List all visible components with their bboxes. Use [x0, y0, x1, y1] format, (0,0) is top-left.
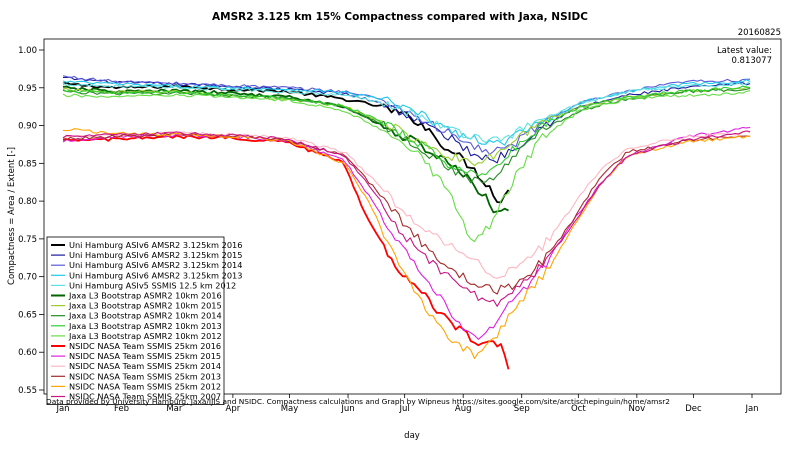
legend-item: NSIDC NASA Team SSMIS 25km 2015 [69, 351, 221, 361]
month-label: Nov [629, 404, 646, 414]
series-line [62, 87, 751, 184]
month-label: Feb [114, 404, 129, 414]
month-label: Jun [340, 404, 354, 414]
latest-value: 0.813077 [731, 56, 772, 66]
y-tick-label: 0.60 [18, 348, 37, 358]
legend-item: NSIDC NASA Team SSMIS 25km 2007 [69, 392, 221, 402]
series-line [62, 81, 510, 204]
legend-item: Uni Hamburg ASIv5 SSMIS 12.5 km 2012 [69, 280, 236, 290]
legend-item: NSIDC NASA Team SSMIS 25km 2013 [69, 371, 221, 381]
legend-item: Jaxa L3 Bootstrap ASMR2 10km 2012 [68, 331, 222, 341]
series-line [62, 130, 751, 307]
legend-item: Uni Hamburg ASIv6 AMSR2 3.125km 2013 [69, 270, 242, 280]
y-tick-label: 1.00 [18, 46, 37, 56]
series-line [62, 76, 751, 164]
latest-value-label: Latest value: [717, 46, 772, 56]
month-label: Dec [685, 404, 702, 414]
x-axis-label: day [404, 431, 420, 441]
legend-item: Uni Hamburg ASIv6 AMSR2 3.125km 2016 [69, 240, 242, 250]
legend: Uni Hamburg ASIv6 AMSR2 3.125km 2016Uni … [46, 236, 242, 406]
month-label: Jan [55, 404, 69, 414]
series-line [62, 126, 751, 340]
month-label: Jul [399, 404, 410, 414]
month-label: Oct [571, 404, 586, 414]
legend-item: Jaxa L3 Bootstrap ASMR2 10km 2016 [68, 291, 222, 301]
date-stamp: 20160825 [738, 28, 781, 38]
month-label: Sep [514, 404, 530, 414]
legend-item: Jaxa L3 Bootstrap ASMR2 10km 2013 [68, 321, 222, 331]
credit-note: Data provided by University Hamburg, Jax… [46, 397, 670, 406]
series-lines [62, 75, 751, 370]
legend-item: NSIDC NASA Team SSMIS 25km 2012 [69, 381, 221, 391]
series-line [62, 85, 509, 214]
y-tick-label: 0.55 [18, 386, 37, 396]
series-line [62, 90, 751, 243]
y-axis-label: Compactness = Area / Extent [-] [7, 147, 17, 285]
y-tick-label: 0.75 [18, 235, 37, 245]
chart-title: AMSR2 3.125 km 15% Compactness compared … [212, 11, 588, 23]
series-line [62, 80, 751, 144]
legend-item: Uni Hamburg ASIv6 AMSR2 3.125km 2014 [69, 260, 242, 270]
legend-item: NSIDC NASA Team SSMIS 25km 2016 [69, 341, 221, 351]
plot-frame [43, 38, 782, 395]
y-tick-label: 0.80 [18, 197, 37, 207]
legend-item: Jaxa L3 Bootstrap ASMR2 10km 2015 [68, 301, 222, 311]
legend-item: Uni Hamburg ASIv6 AMSR2 3.125km 2015 [69, 250, 242, 260]
month-label: Apr [226, 404, 241, 414]
month-label: Aug [455, 404, 472, 414]
x-axis: Jan Feb Mar Apr May Jun Jul Aug Sep Oct Nov Dec Jan [55, 394, 759, 414]
series-line [62, 86, 751, 167]
y-tick-label: 0.65 [18, 310, 37, 320]
series-line [62, 79, 751, 146]
legend-item: Jaxa L3 Bootstrap ASMR2 10km 2014 [68, 311, 222, 321]
y-tick-label: 0.95 [18, 84, 37, 94]
y-tick-label: 0.90 [18, 122, 37, 132]
month-label: Jan [744, 404, 758, 414]
series-line [62, 85, 751, 177]
y-axis: 0.55 0.60 0.65 0.70 0.75 0.80 0.85 0.90 0.95 1.00 [18, 46, 44, 396]
legend-box [46, 236, 225, 406]
month-label: Mar [166, 404, 183, 414]
legend-item: NSIDC NASA Team SSMIS 25km 2014 [69, 361, 221, 371]
y-tick-label: 0.70 [18, 273, 37, 283]
month-label: May [281, 404, 299, 414]
y-tick-label: 0.85 [18, 159, 37, 169]
